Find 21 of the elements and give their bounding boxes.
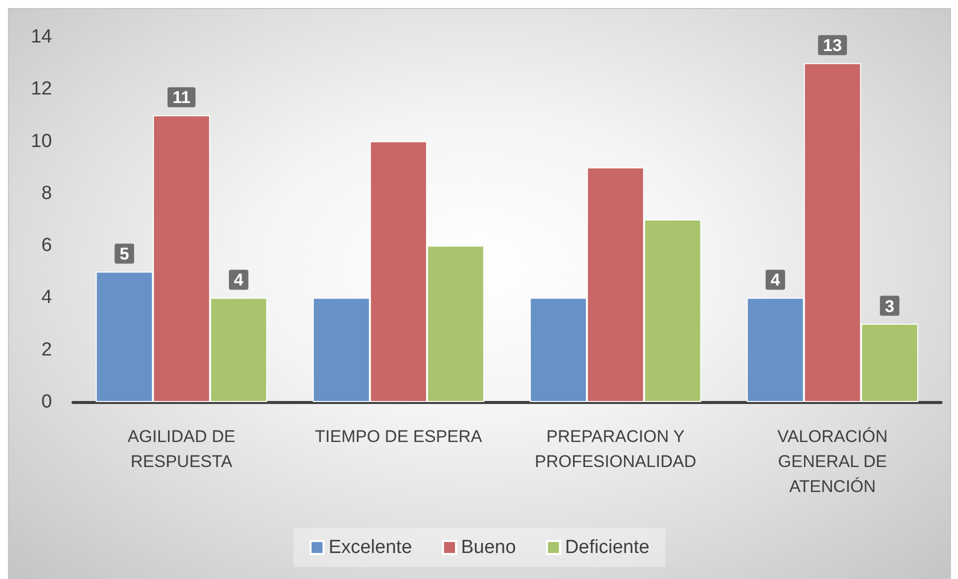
x-tick-label: PREPARACION Y PROFESIONALIDAD bbox=[534, 427, 696, 471]
x-tick-label: TIEMPO DE ESPERA bbox=[314, 427, 483, 446]
y-tick-label: 14 bbox=[30, 26, 52, 48]
legend-label: Deficiente bbox=[564, 537, 650, 558]
data-label: 11 bbox=[172, 88, 190, 108]
legend-label: Bueno bbox=[461, 537, 516, 558]
y-tick-label: 4 bbox=[41, 287, 52, 308]
data-label: 4 bbox=[234, 270, 244, 290]
data-label: 3 bbox=[884, 296, 894, 316]
y-tick-label: 12 bbox=[30, 78, 52, 100]
y-tick-label: 10 bbox=[30, 130, 52, 152]
data-label: 4 bbox=[770, 270, 781, 290]
y-tick-label: 0 bbox=[41, 392, 52, 412]
data-label: 5 bbox=[120, 244, 130, 264]
y-tick-label: 2 bbox=[41, 339, 52, 360]
x-tick-label: VALORACIÓN GENERAL DE ATENCIÓN bbox=[777, 427, 888, 496]
y-tick-label: 8 bbox=[41, 182, 52, 204]
data-label: 13 bbox=[823, 36, 842, 56]
legend-label: Excelente bbox=[328, 537, 412, 558]
y-tick-label: 6 bbox=[41, 235, 52, 256]
x-tick-label: AGILIDAD DE RESPUESTA bbox=[128, 427, 236, 471]
